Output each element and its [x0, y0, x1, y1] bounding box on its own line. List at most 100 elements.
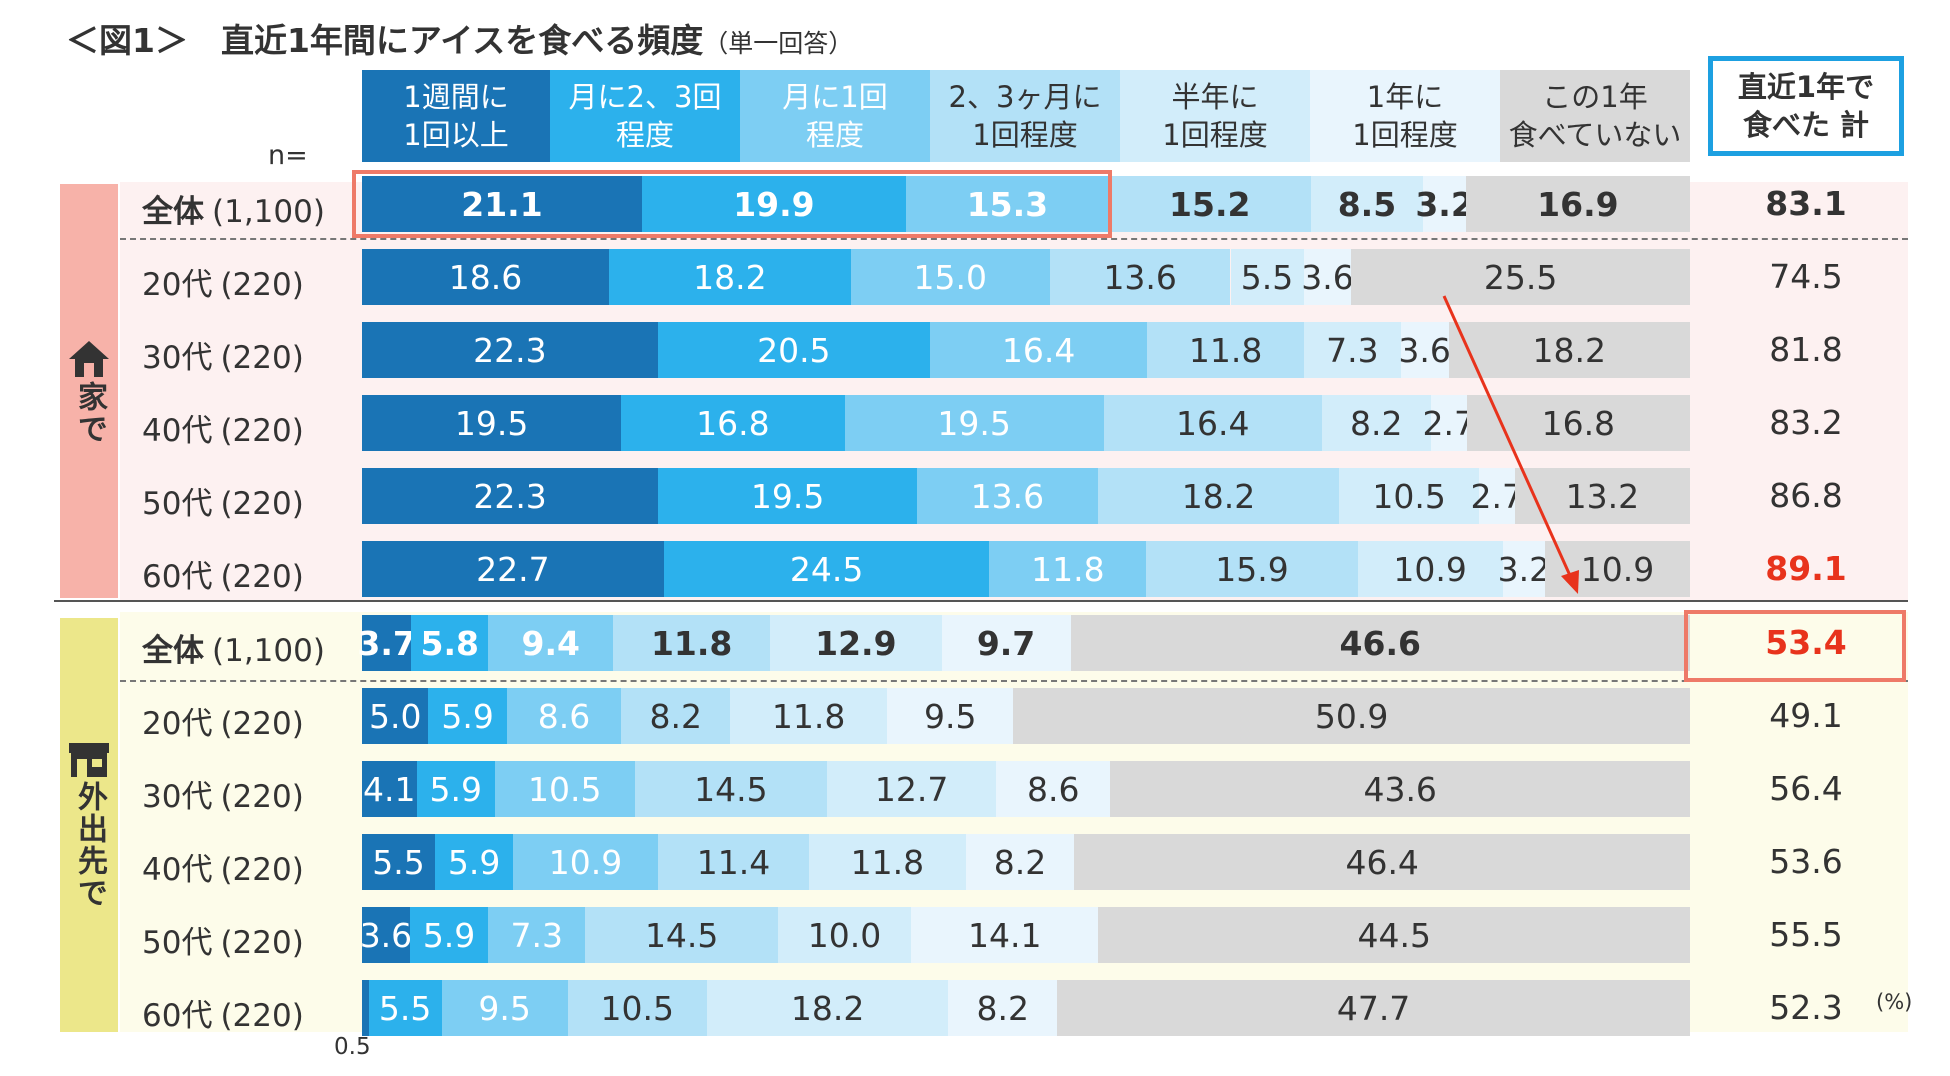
- bar-segment: 15.2: [1108, 176, 1311, 232]
- row-sample-size: (220): [220, 413, 304, 449]
- chart-title: ＜図1＞ 直近1年間にアイスを食べる頻度（単一回答）: [66, 21, 854, 60]
- row-sample-size: (220): [220, 998, 304, 1034]
- legend-header-6: 1年に 1回程度: [1310, 70, 1500, 162]
- row-label: 20代 (220): [142, 698, 304, 743]
- bar-segment: 8.6: [996, 761, 1111, 817]
- bar-segment: 5.0: [362, 688, 429, 744]
- bar-segment: 10.5: [494, 761, 635, 817]
- row-total: 83.1: [1765, 184, 1847, 223]
- bar-segment: 9.4: [488, 615, 614, 671]
- bar-segment: 21.1: [362, 176, 642, 232]
- bar-segment: 12.9: [770, 615, 942, 671]
- bar-segment: 14.5: [585, 907, 779, 963]
- row-sample-size: (220): [220, 267, 304, 303]
- bar-segment: 16.8: [621, 395, 845, 451]
- bar-segment: 16.4: [929, 322, 1148, 378]
- bar-segment: 25.5: [1351, 249, 1690, 305]
- bar-segment: 11.8: [613, 615, 771, 671]
- bar-segment: 7.3: [1303, 322, 1401, 378]
- bar-segment: 5.5: [362, 834, 435, 890]
- bar-segment: 11.4: [657, 834, 810, 890]
- bar-segment: 13.6: [917, 468, 1098, 524]
- bar-segment: 22.3: [362, 322, 658, 378]
- bar-segment: 10.9: [1545, 541, 1690, 597]
- bar-segment: 11.8: [809, 834, 966, 890]
- bar-segment: 5.9: [416, 761, 495, 817]
- bar-segment: 8.2: [621, 688, 731, 744]
- row-label: 60代 (220): [142, 551, 304, 596]
- row-label: 全体 (1,100): [142, 625, 325, 670]
- bar-segment: 18.2: [609, 249, 851, 305]
- row-label: 20代 (220): [142, 259, 304, 304]
- row-category: 50代: [142, 486, 213, 522]
- bar-segment: 10.9: [513, 834, 658, 890]
- bar-segment: 5.9: [428, 688, 507, 744]
- row-category: 60代: [142, 559, 213, 595]
- row-label: 30代 (220): [142, 771, 304, 816]
- bar-segment: 15.3: [905, 176, 1109, 232]
- highlight-box-out-total: [1684, 610, 1906, 682]
- bar-segment: 22.7: [362, 541, 664, 597]
- bar-segment: 18.2: [1097, 468, 1340, 524]
- bar-segment: 7.3: [488, 907, 586, 963]
- bar-segment: 19.5: [362, 395, 622, 451]
- row-category: 50代: [142, 925, 213, 961]
- legend-header-1: 1週間に 1回以上: [362, 70, 550, 162]
- bar-segment: 9.5: [887, 688, 1014, 744]
- bar-segment: 8.6: [506, 688, 622, 744]
- bar-segment: 22.3: [362, 468, 659, 524]
- bar-segment: 16.4: [1103, 395, 1322, 451]
- bar-segment: 16.9: [1465, 176, 1690, 232]
- bar-segment: 11.8: [1147, 322, 1304, 378]
- row-sample-size: (1,100): [212, 194, 325, 230]
- section-separator: [54, 600, 1908, 602]
- row-total: 81.8: [1769, 330, 1843, 369]
- bar-segment: 14.5: [634, 761, 828, 817]
- row-category: 30代: [142, 779, 213, 815]
- row-label: 60代 (220): [142, 990, 304, 1035]
- row-total: 53.4: [1765, 623, 1847, 662]
- bar-segment: 19.5: [658, 468, 918, 524]
- row-total: 56.4: [1769, 769, 1843, 808]
- row-category: 40代: [142, 852, 213, 888]
- row-total: 52.3: [1769, 988, 1843, 1027]
- bar-segment: 15.9: [1146, 541, 1358, 597]
- group-label-home: 家で: [60, 184, 118, 598]
- bar-segment: 9.7: [941, 615, 1071, 671]
- row-label: 40代 (220): [142, 844, 304, 889]
- bar-segment: 9.5: [441, 980, 568, 1036]
- dash-divider-out: [120, 680, 1908, 682]
- bar-segment: 10.9: [1357, 541, 1503, 597]
- total-column-header: 直近1年で 食べた 計: [1708, 56, 1904, 156]
- house-icon: [69, 341, 109, 377]
- bar-segment: 5.8: [411, 615, 489, 671]
- bar-segment: 18.2: [1448, 322, 1690, 378]
- bar-segment: 5.9: [409, 907, 489, 963]
- legend-header-5: 半年に 1回程度: [1120, 70, 1310, 162]
- bar-segment: 15.0: [850, 249, 1050, 305]
- row-category: 60代: [142, 998, 213, 1034]
- bar-segment: 43.6: [1110, 761, 1690, 817]
- bar-segment: 2.7: [1471, 468, 1523, 524]
- bar-segment: 8.5: [1310, 176, 1424, 232]
- row-label: 40代 (220): [142, 405, 304, 450]
- chart-subtitle: （単一回答）: [703, 29, 854, 58]
- n-label: n=: [268, 140, 308, 171]
- row-category: 30代: [142, 340, 213, 376]
- bar-segment: 3.2: [1415, 176, 1474, 232]
- row-label: 30代 (220): [142, 332, 304, 377]
- row-category: 20代: [142, 267, 213, 303]
- legend-header-2: 月に2、3回 程度: [550, 70, 740, 162]
- row-label: 50代 (220): [142, 478, 304, 523]
- legend-header-4: 2、3ヶ月に 1回程度: [930, 70, 1120, 162]
- bar-segment: 3.2: [1498, 541, 1550, 597]
- bar-segment: 5.5: [1230, 249, 1304, 305]
- bar-segment: 20.5: [657, 322, 930, 378]
- bar-segment: 11.8: [730, 688, 888, 744]
- bar-segment: 14.1: [911, 907, 1099, 963]
- bar-segment: 46.6: [1070, 615, 1690, 671]
- row-sample-size: (1,100): [212, 633, 325, 669]
- small-value-note: 0.5: [334, 1034, 371, 1060]
- row-total: 74.5: [1769, 257, 1843, 296]
- row-category: 20代: [142, 706, 213, 742]
